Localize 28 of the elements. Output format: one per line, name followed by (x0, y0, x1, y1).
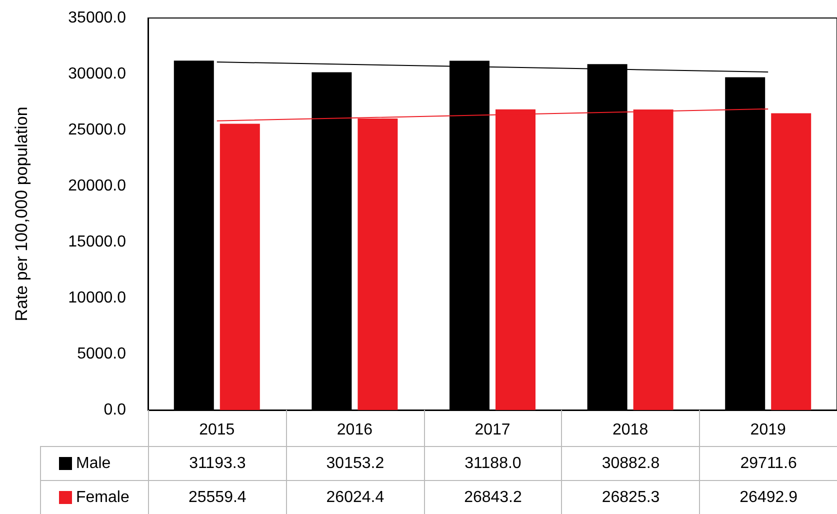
data-label: 26492.9 (699, 480, 837, 514)
legend-label: Male (76, 454, 111, 472)
y-tick-label: 35000.0 (68, 10, 126, 26)
x-tick-label: 2019 (750, 422, 786, 438)
data-label: 26024.4 (286, 480, 424, 514)
data-label: 29711.6 (699, 446, 837, 480)
x-tick-label: 2018 (612, 422, 648, 438)
x-tick-label: 2016 (336, 422, 373, 438)
y-axis-title: Rate per 100,000 population (12, 106, 31, 322)
y-tick-label: 25000.0 (68, 122, 126, 138)
x-tick-label: 2017 (474, 422, 510, 438)
y-tick-label: 15000.0 (68, 234, 126, 250)
data-label: 31193.3 (148, 446, 286, 480)
data-label: 26843.2 (424, 480, 562, 514)
data-label: 26825.3 (561, 480, 700, 514)
data-label: 30882.8 (561, 446, 700, 480)
data-label: 30153.2 (286, 446, 424, 480)
y-tick-label: 0.0 (104, 402, 126, 418)
y-tick-label: 30000.0 (68, 66, 126, 82)
y-tick-label: 5000.0 (77, 346, 126, 362)
bar (771, 113, 812, 410)
y-tick-label: 20000.0 (68, 178, 126, 194)
data-label: 25559.4 (148, 480, 286, 514)
data-label: 31188.0 (424, 446, 562, 480)
bar (220, 124, 260, 410)
x-tick-label: 2015 (199, 422, 235, 438)
y-tick-label: 10000.0 (68, 290, 126, 306)
legend-label: Female (76, 488, 130, 506)
